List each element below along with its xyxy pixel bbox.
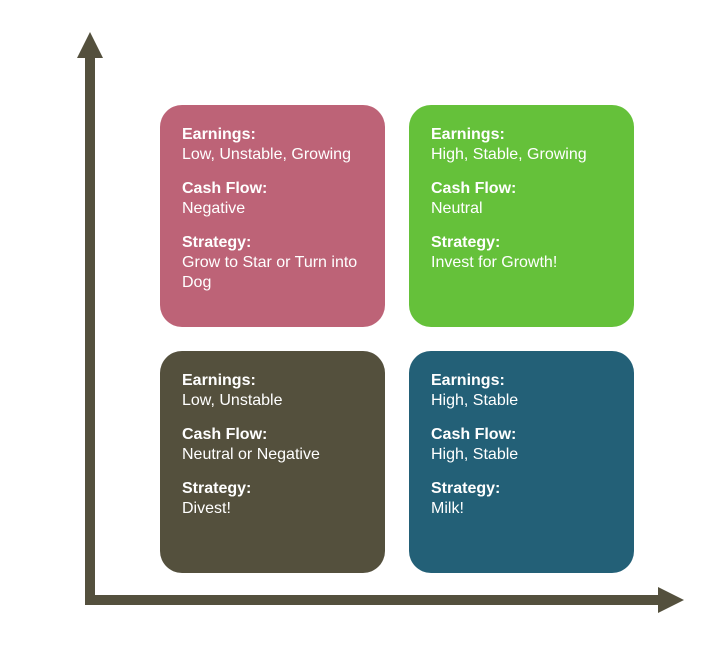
earnings-label: Earnings: — [182, 125, 365, 145]
earnings-block: Earnings: High, Stable, Growing — [431, 125, 614, 165]
strategy-block: Strategy: Invest for Growth! — [431, 233, 614, 273]
strategy-block: Strategy: Grow to Star or Turn into Dog — [182, 233, 365, 293]
cashflow-value: High, Stable — [431, 445, 614, 465]
cashflow-value: Negative — [182, 199, 365, 219]
strategy-block: Strategy: Milk! — [431, 479, 614, 519]
earnings-label: Earnings: — [182, 371, 365, 391]
earnings-block: Earnings: High, Stable — [431, 371, 614, 411]
cashflow-value: Neutral or Negative — [182, 445, 365, 465]
strategy-label: Strategy: — [431, 479, 614, 499]
strategy-label: Strategy: — [182, 233, 365, 253]
strategy-value: Milk! — [431, 499, 614, 519]
matrix-diagram: Earnings: Low, Unstable, Growing Cash Fl… — [0, 0, 711, 667]
strategy-value: Divest! — [182, 499, 365, 519]
quadrant-bottom-right: Earnings: High, Stable Cash Flow: High, … — [409, 351, 634, 573]
strategy-label: Strategy: — [431, 233, 614, 253]
quadrant-bottom-left: Earnings: Low, Unstable Cash Flow: Neutr… — [160, 351, 385, 573]
cashflow-block: Cash Flow: Negative — [182, 179, 365, 219]
earnings-value: Low, Unstable — [182, 391, 365, 411]
strategy-value: Grow to Star or Turn into Dog — [182, 253, 365, 293]
cashflow-value: Neutral — [431, 199, 614, 219]
cashflow-label: Cash Flow: — [182, 425, 365, 445]
earnings-label: Earnings: — [431, 371, 614, 391]
earnings-value: High, Stable, Growing — [431, 145, 614, 165]
quadrant-top-left: Earnings: Low, Unstable, Growing Cash Fl… — [160, 105, 385, 327]
y-axis-line — [85, 55, 95, 600]
x-axis-arrow-icon — [658, 587, 684, 613]
quadrant-top-right: Earnings: High, Stable, Growing Cash Flo… — [409, 105, 634, 327]
earnings-block: Earnings: Low, Unstable, Growing — [182, 125, 365, 165]
strategy-value: Invest for Growth! — [431, 253, 614, 273]
earnings-value: Low, Unstable, Growing — [182, 145, 365, 165]
cashflow-label: Cash Flow: — [431, 179, 614, 199]
earnings-value: High, Stable — [431, 391, 614, 411]
earnings-block: Earnings: Low, Unstable — [182, 371, 365, 411]
cashflow-block: Cash Flow: High, Stable — [431, 425, 614, 465]
cashflow-block: Cash Flow: Neutral — [431, 179, 614, 219]
cashflow-label: Cash Flow: — [182, 179, 365, 199]
x-axis-line — [85, 595, 660, 605]
y-axis-arrow-icon — [77, 32, 103, 58]
cashflow-block: Cash Flow: Neutral or Negative — [182, 425, 365, 465]
earnings-label: Earnings: — [431, 125, 614, 145]
strategy-block: Strategy: Divest! — [182, 479, 365, 519]
strategy-label: Strategy: — [182, 479, 365, 499]
cashflow-label: Cash Flow: — [431, 425, 614, 445]
